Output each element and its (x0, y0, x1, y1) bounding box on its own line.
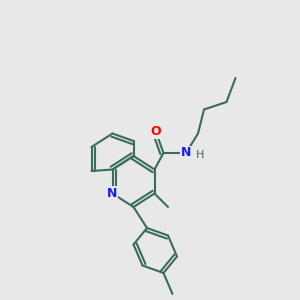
Text: N: N (181, 146, 191, 160)
Text: N: N (107, 187, 118, 200)
Text: H: H (196, 149, 205, 160)
Text: O: O (151, 125, 161, 139)
